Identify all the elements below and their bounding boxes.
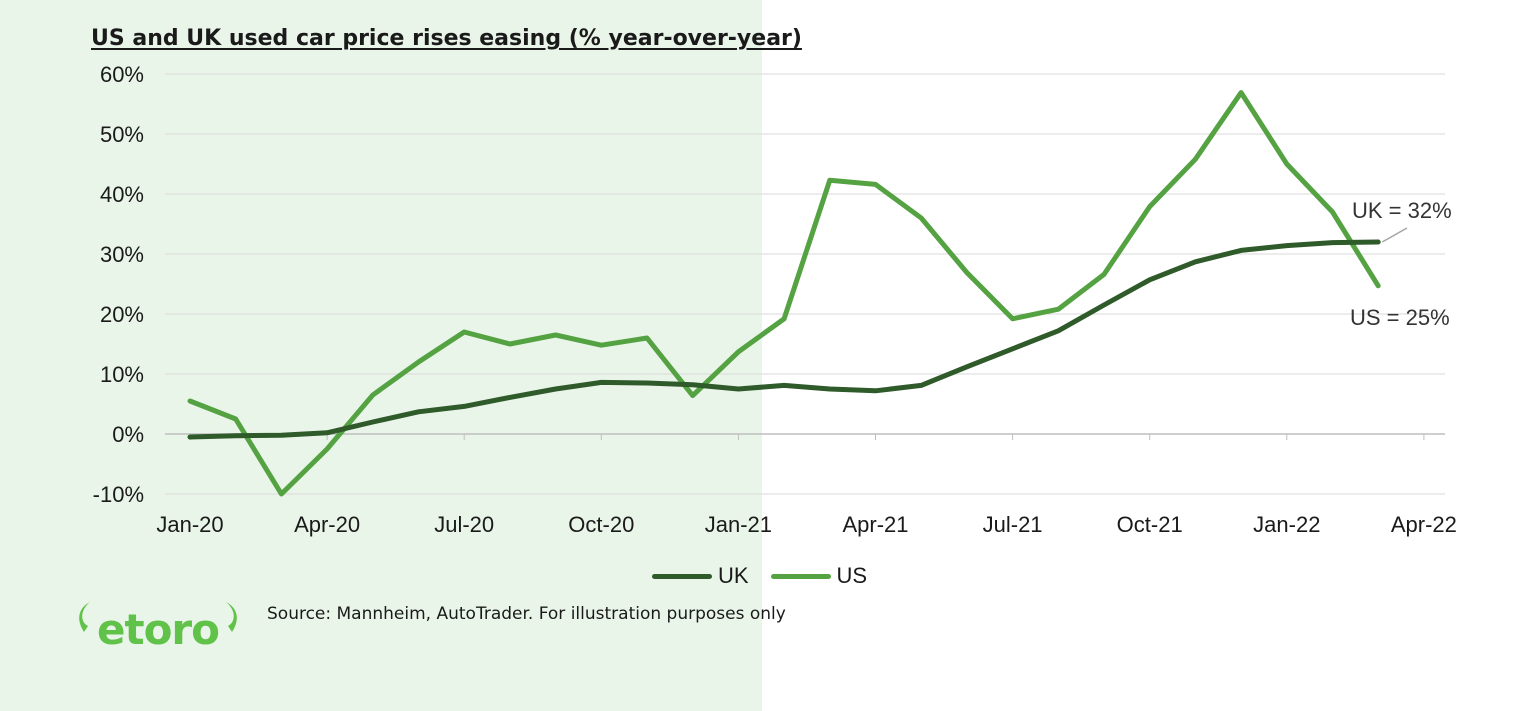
x-tick-label: Jul-20 <box>434 512 494 537</box>
y-tick-label: 10% <box>100 362 144 387</box>
y-tick-label: -10% <box>93 482 144 507</box>
chart-legend: UK US <box>0 563 1519 589</box>
end-annotations: UK = 32% US = 25% <box>1350 198 1452 330</box>
legend-swatch-uk <box>651 573 712 579</box>
x-tick-label: Jul-21 <box>983 512 1043 537</box>
y-tick-label: 50% <box>100 122 144 147</box>
legend-swatch-us <box>770 573 831 579</box>
x-tick-label: Oct-21 <box>1117 512 1183 537</box>
chart-title: US and UK used car price rises easing (%… <box>91 26 802 51</box>
annotation-uk: UK = 32% <box>1352 198 1452 223</box>
y-tick-label: 60% <box>100 62 144 87</box>
x-tick-label: Jan-22 <box>1253 512 1320 537</box>
annotation-us: US = 25% <box>1350 305 1450 330</box>
annotation-leader-line <box>1381 227 1408 243</box>
x-tick-label: Apr-21 <box>842 512 908 537</box>
y-tick-label: 20% <box>100 302 144 327</box>
etoro-logo: etoro <box>79 602 237 654</box>
x-tick-label: Jan-21 <box>705 512 772 537</box>
y-tick-label: 30% <box>100 242 144 267</box>
gridlines <box>165 73 1445 495</box>
y-tick-label: 40% <box>100 182 144 207</box>
series-line-us <box>187 90 1381 497</box>
source-note: Source: Mannheim, AutoTrader. For illust… <box>267 604 786 624</box>
y-axis-tick-labels: 60% 50% 40% 30% 20% 10% 0% -10% <box>93 62 144 507</box>
legend-item-us: US <box>770 563 868 589</box>
x-tick-label: Apr-20 <box>294 512 360 537</box>
legend-item-uk: UK <box>651 563 749 589</box>
y-tick-label: 0% <box>112 422 144 447</box>
legend-label-us: US <box>836 563 868 588</box>
x-axis-tick-labels: Jan-20 Apr-20 Jul-20 Oct-20 Jan-21 Apr-21 Jul-… <box>156 512 1457 537</box>
svg-text:etoro: etoro <box>97 605 219 654</box>
x-tick-label: Oct-20 <box>568 512 634 537</box>
shaded-background-region <box>0 0 762 711</box>
line-chart: 60% 50% 40% 30% 20% 10% 0% -10% Jan-20 Apr-20 Jul… <box>93 62 1457 537</box>
x-tick-label: Apr-22 <box>1391 512 1457 537</box>
series-lines <box>187 90 1381 497</box>
x-tick-label: Jan-20 <box>156 512 223 537</box>
legend-label-uk: UK <box>717 563 749 588</box>
series-line-uk <box>187 239 1381 440</box>
